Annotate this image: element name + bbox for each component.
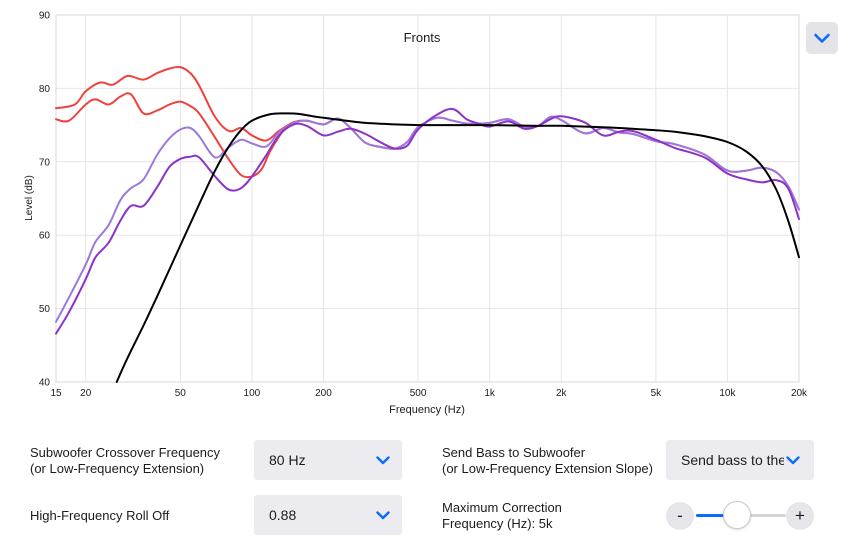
crossover-label-line2: (or Low-Frequency Extension) (30, 461, 205, 476)
crossover-label-line1: Subwoofer Crossover Frequency (30, 445, 221, 460)
send-bass-select[interactable]: Send bass to the ... (666, 440, 814, 480)
crossover-select[interactable]: 80 Hz (254, 440, 402, 480)
x-axis-label: Frequency (Hz) (389, 404, 465, 416)
y-tick-label: 90 (39, 11, 51, 22)
series-line-3 (55, 115, 800, 323)
series-line-5 (115, 112, 800, 383)
crossover-label: Subwoofer Crossover Frequency (or Low-Fr… (30, 445, 220, 477)
y-tick-label: 80 (39, 84, 51, 95)
x-tick-label: 20k (791, 388, 808, 399)
y-tick-label: 50 (39, 304, 51, 315)
send-bass-label-line1: Send Bass to Subwoofer (442, 445, 586, 460)
chart-title: Fronts (404, 30, 441, 45)
max-correction-label-line1: Maximum Correction (442, 500, 562, 515)
max-correction-stepper: - + (666, 501, 816, 531)
chevron-down-icon (784, 451, 802, 469)
hf-rolloff-select[interactable]: 0.88 (254, 495, 402, 535)
send-bass-label: Send Bass to Subwoofer (or Low-Frequency… (442, 445, 653, 477)
chart-ticks: 15 20 50 100 200 500 1k 2k 5k 10k 20k 40 50 60 70 80 90 (39, 11, 808, 400)
frequency-response-chart: 15 20 50 100 200 500 1k 2k 5k 10k 20k405060708090 … (24, 11, 808, 417)
x-tick-label: 500 (410, 388, 427, 399)
crossover-select-value: 80 Hz (269, 452, 306, 468)
x-tick-label: 2k (556, 388, 568, 399)
x-tick-label: 1k (484, 388, 496, 399)
x-tick-label: 10k (719, 388, 736, 399)
slider-fill (696, 514, 738, 517)
x-tick-label: 50 (175, 388, 187, 399)
chart-menu-button[interactable] (806, 22, 838, 54)
hf-rolloff-label: High-Frequency Roll Off (30, 508, 170, 523)
send-bass-select-value: Send bass to the ... (681, 452, 802, 468)
hf-rolloff-select-value: 0.88 (269, 507, 297, 523)
series-line-2 (55, 92, 302, 179)
chevron-down-icon (376, 456, 390, 465)
decrement-button[interactable]: - (666, 502, 694, 530)
y-tick-label: 60 (39, 231, 51, 242)
chart-series (55, 65, 800, 383)
slider-thumb[interactable] (723, 501, 752, 529)
max-correction-label: Maximum Correction Frequency (Hz): 5k (442, 500, 562, 532)
chevron-down-icon (814, 33, 830, 43)
y-tick-label: 70 (39, 157, 51, 168)
send-bass-label-line2: (or Low-Frequency Extension Slope) (442, 461, 653, 476)
x-tick-label: 100 (244, 388, 261, 399)
chevron-down-icon (376, 511, 390, 520)
x-tick-label: 200 (315, 388, 332, 399)
x-tick-label: 15 (50, 388, 62, 399)
increment-button[interactable]: + (786, 502, 814, 530)
max-correction-label-line2: Frequency (Hz): 5k (442, 516, 553, 531)
x-tick-label: 5k (651, 388, 663, 399)
series-line-4 (55, 107, 800, 335)
plot-frame (55, 14, 800, 383)
y-axis-label: Level (dB) (24, 175, 35, 221)
y-tick-label: 40 (39, 378, 51, 389)
x-tick-label: 20 (80, 388, 92, 399)
